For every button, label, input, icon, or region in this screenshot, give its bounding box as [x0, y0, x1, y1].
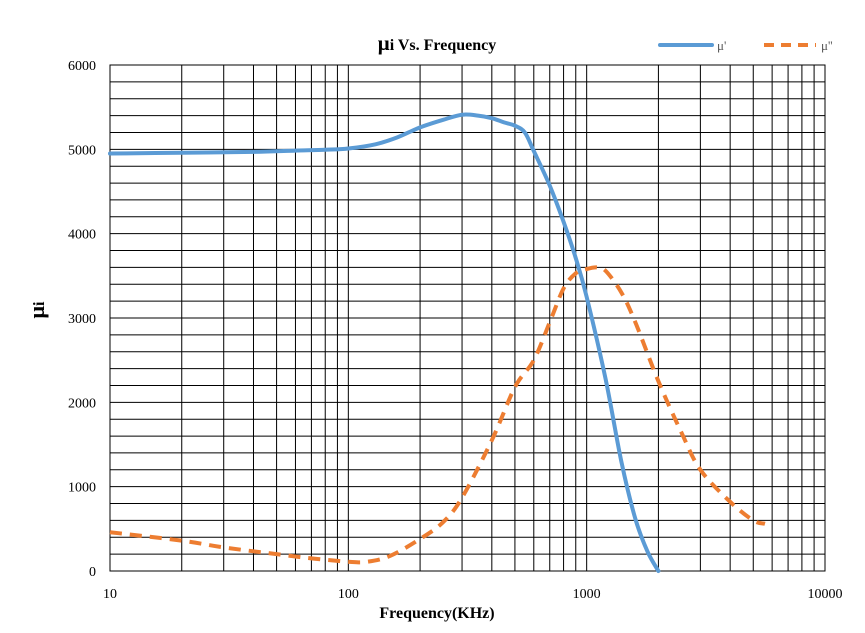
- y-tick-label: 1000: [68, 481, 96, 496]
- y-tick-label: 6000: [68, 59, 96, 74]
- series-layer: [108, 112, 766, 573]
- grid-major: [109, 64, 825, 572]
- title-text: i Vs. Frequency: [390, 37, 497, 54]
- title-symbol: μ: [378, 31, 390, 55]
- x-tick-label: 1000: [573, 587, 601, 602]
- x-tick-label: 10: [103, 587, 117, 602]
- series-line-mu-double-prime: [109, 265, 766, 565]
- y-tick-labels: 0 1000 2000 3000 4000 5000 6000: [68, 59, 96, 580]
- x-tick-label: 100: [338, 587, 359, 602]
- legend-label-mu-double-prime: μ'': [821, 38, 833, 53]
- legend: μ' μ'': [658, 38, 833, 53]
- series-line-mu-prime: [108, 112, 661, 573]
- y-axis-symbol: μ: [24, 305, 49, 318]
- chart-title: μi Vs. Frequency: [378, 31, 496, 55]
- y-tick-label: 4000: [68, 228, 96, 243]
- y-tick-label: 5000: [68, 143, 96, 158]
- plot-area-border: [109, 64, 826, 572]
- x-tick-label: 10000: [808, 587, 843, 602]
- y-tick-label: 2000: [68, 396, 96, 411]
- y-tick-label: 0: [89, 565, 96, 580]
- y-tick-label: 3000: [68, 312, 96, 327]
- y-axis-title: μi: [24, 301, 49, 318]
- x-tick-labels: 10 100 1000 10000: [103, 587, 843, 602]
- y-axis-subscript: i: [31, 301, 48, 306]
- x-axis-title: Frequency(KHz): [379, 605, 494, 622]
- legend-label-mu-prime: μ': [717, 38, 726, 53]
